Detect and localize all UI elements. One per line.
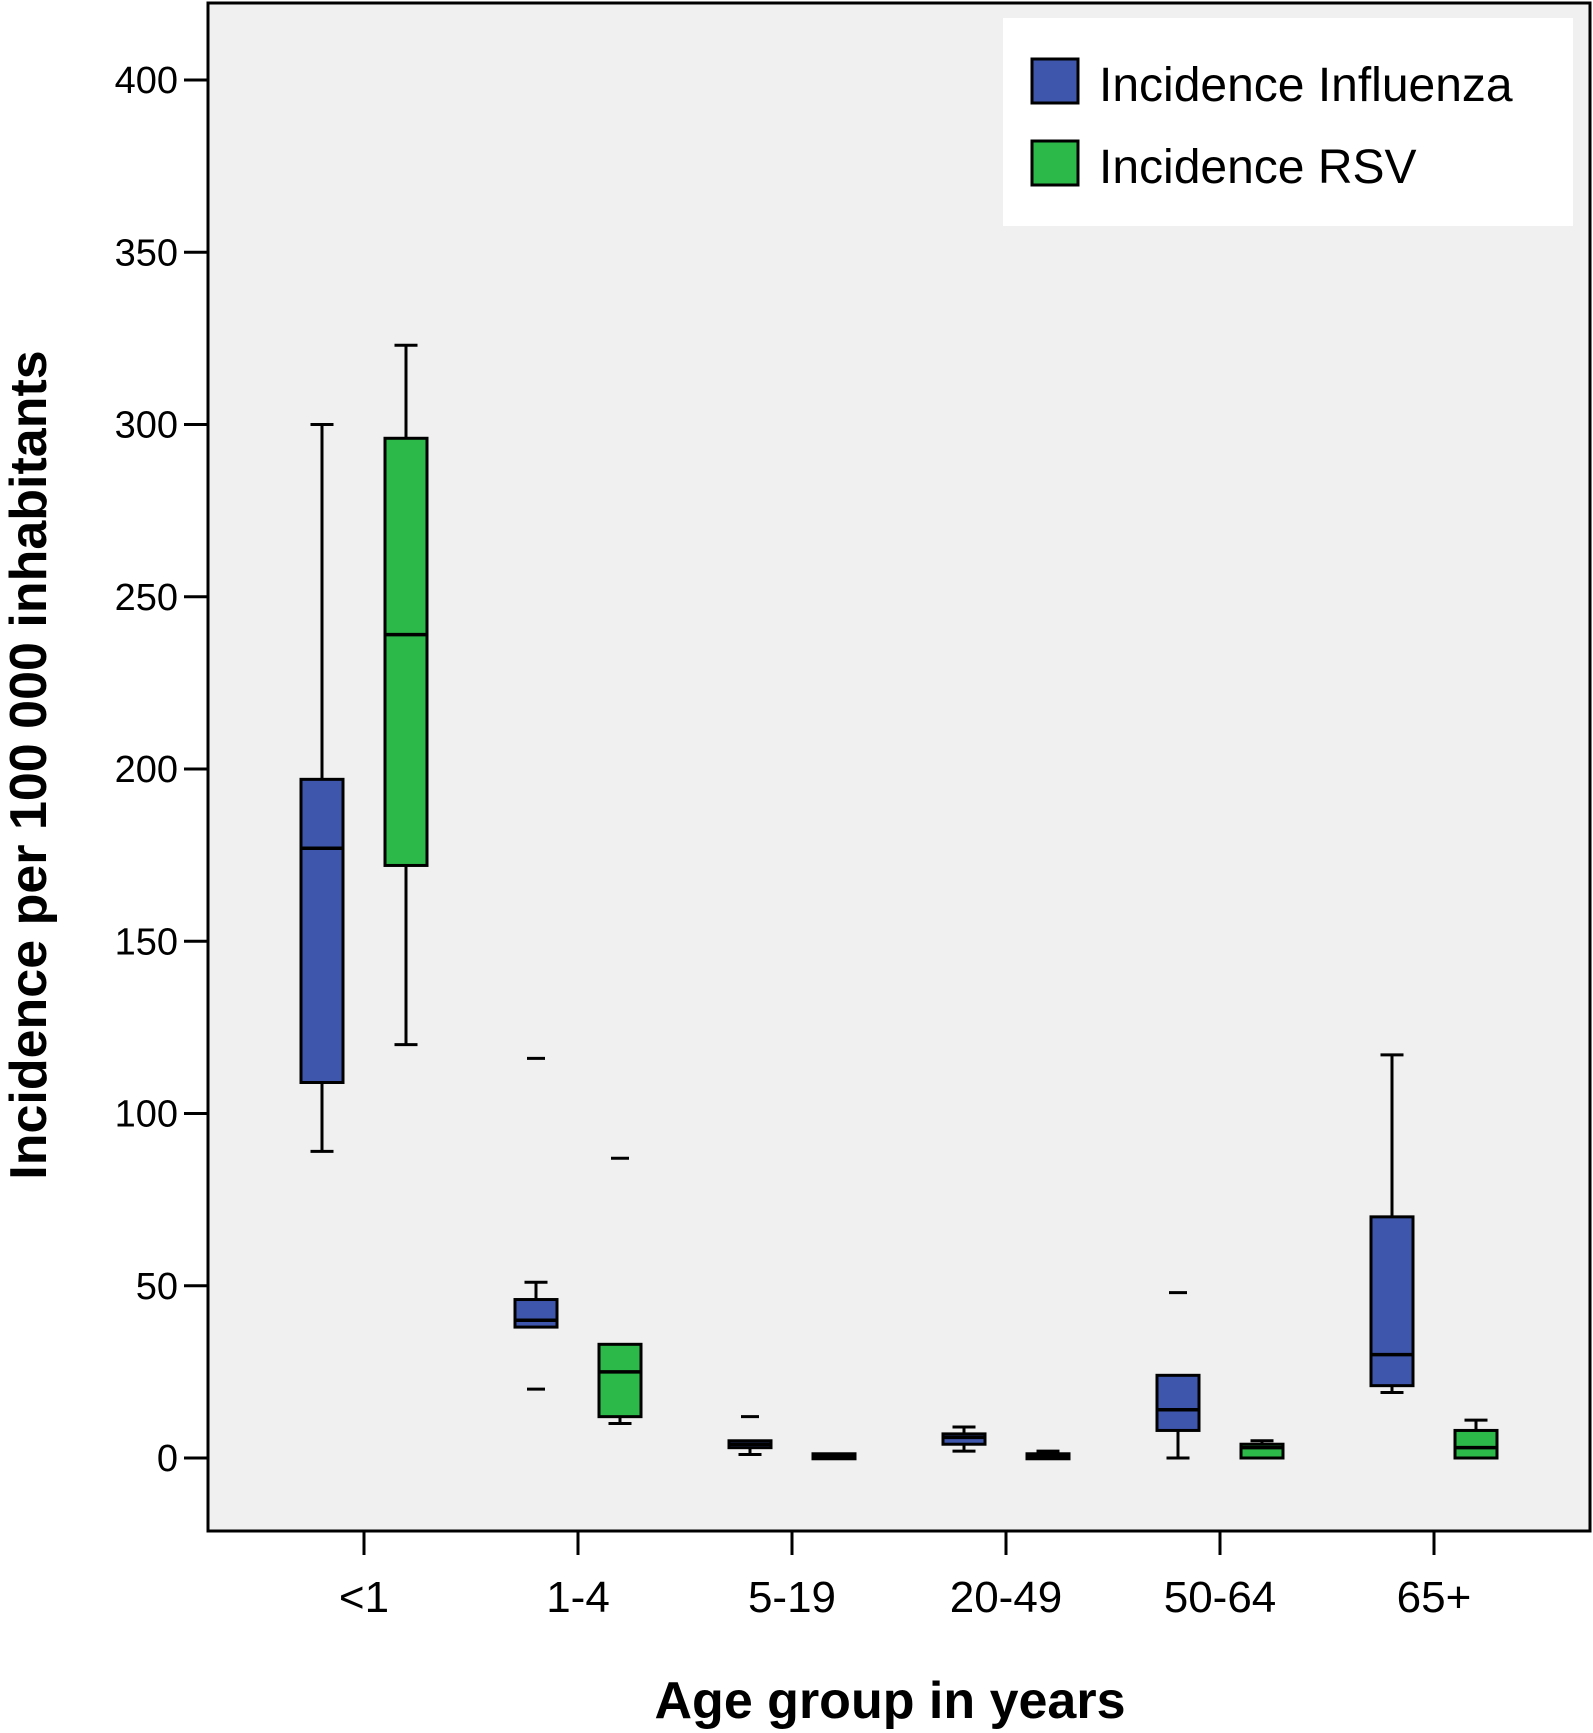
legend: Incidence Influenza Incidence RSV — [1003, 18, 1573, 226]
box-group — [597, 1156, 643, 1426]
legend-swatch-influenza — [1030, 57, 1080, 105]
box-group — [299, 423, 345, 1153]
box-group — [811, 1452, 857, 1461]
x-tick-label: 20-49 — [950, 1573, 1063, 1622]
y-tick-label: 300 — [115, 405, 178, 447]
y-tick-label: 400 — [115, 60, 178, 102]
x-tick-label: <1 — [339, 1573, 389, 1622]
box-group — [727, 1415, 773, 1457]
y-tick-label: 350 — [115, 232, 178, 274]
y-axis-title: Incidence per 100 000 inhabitants — [0, 350, 58, 1179]
y-tick-label: 150 — [115, 921, 178, 963]
y-tick-label: 100 — [115, 1094, 178, 1136]
box-group — [1239, 1439, 1285, 1460]
box-group — [1025, 1449, 1071, 1461]
box-group — [513, 1056, 559, 1391]
legend-background — [1003, 18, 1573, 226]
box — [383, 436, 429, 867]
x-tick-label: 5-19 — [748, 1573, 836, 1622]
box-group — [1369, 1053, 1415, 1395]
x-tick-label: 50-64 — [1164, 1573, 1277, 1622]
box — [597, 1342, 643, 1419]
y-tick-label: 50 — [136, 1266, 178, 1308]
box — [513, 1298, 559, 1329]
x-tick-label: 65+ — [1397, 1573, 1472, 1622]
box-series — [299, 343, 1499, 1461]
box — [1369, 1215, 1415, 1388]
plot-area — [206, 1, 1592, 1533]
legend-swatch-rsv — [1030, 139, 1080, 187]
box-group — [941, 1425, 987, 1453]
y-tick-label: 250 — [115, 577, 178, 619]
box — [299, 777, 345, 1084]
x-axis: <1 1-4 5-19 20-49 50-64 65+ — [339, 1531, 1471, 1622]
y-tick-label: 0 — [157, 1438, 178, 1480]
box — [1453, 1428, 1499, 1460]
x-axis-title: Age group in years — [655, 1672, 1126, 1730]
x-tick-label: 1-4 — [546, 1573, 610, 1622]
legend-label-rsv: Incidence RSV — [1099, 141, 1417, 194]
box-group — [383, 343, 429, 1047]
y-tick-label: 200 — [115, 749, 178, 791]
box-group — [1453, 1418, 1499, 1460]
box — [1155, 1373, 1201, 1432]
y-axis: 0 50 100 150 200 250 300 350 400 — [115, 60, 208, 1480]
box-group — [1155, 1291, 1201, 1460]
legend-label-influenza: Incidence Influenza — [1099, 59, 1513, 112]
